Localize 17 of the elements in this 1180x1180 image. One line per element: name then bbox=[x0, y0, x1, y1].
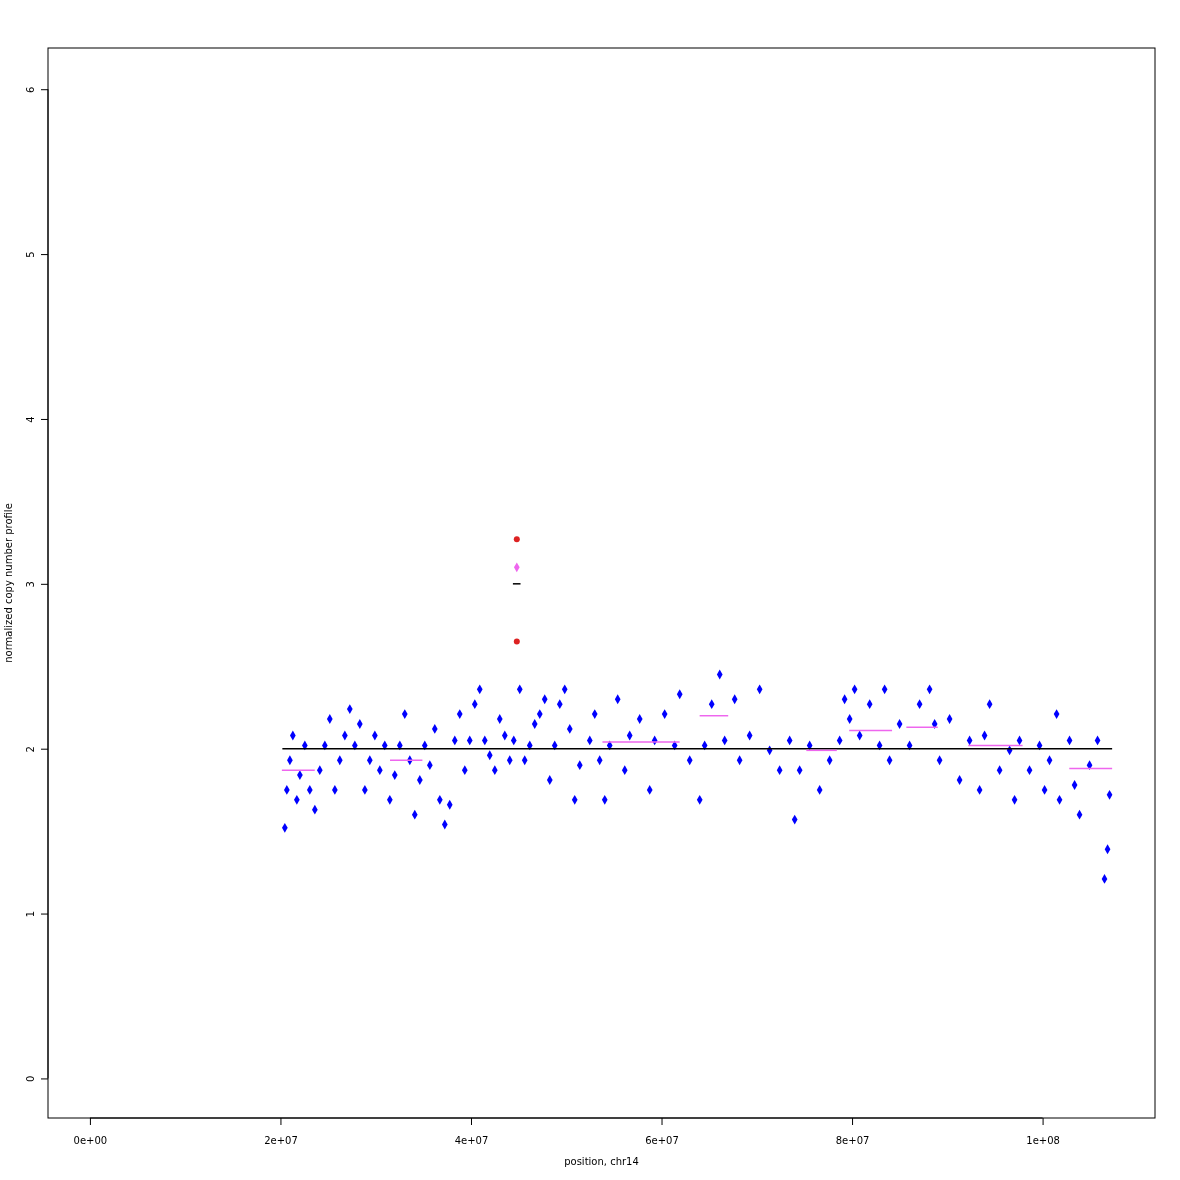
x-tick-label: 4e+07 bbox=[454, 1135, 489, 1147]
y-tick-label: 5 bbox=[25, 251, 36, 258]
x-tick-label: 6e+07 bbox=[645, 1135, 679, 1147]
x-tick-label: 0e+00 bbox=[73, 1135, 108, 1147]
y-tick-label: 2 bbox=[25, 746, 36, 753]
y-axis-title: normalized copy number profile bbox=[3, 503, 14, 663]
x-tick-label: 2e+07 bbox=[264, 1135, 298, 1147]
point bbox=[513, 638, 520, 645]
y-tick-label: 4 bbox=[25, 416, 36, 423]
y-tick-label: 1 bbox=[25, 910, 36, 918]
y-tick-label: 0 bbox=[25, 1075, 36, 1083]
x-tick-label: 1e+08 bbox=[1026, 1135, 1060, 1147]
y-tick-label: 6 bbox=[25, 86, 36, 93]
x-axis-title: position, chr14 bbox=[564, 1156, 639, 1167]
x-tick-label: 8e+07 bbox=[835, 1135, 870, 1147]
point bbox=[513, 536, 520, 543]
y-tick-label: 3 bbox=[25, 581, 36, 588]
